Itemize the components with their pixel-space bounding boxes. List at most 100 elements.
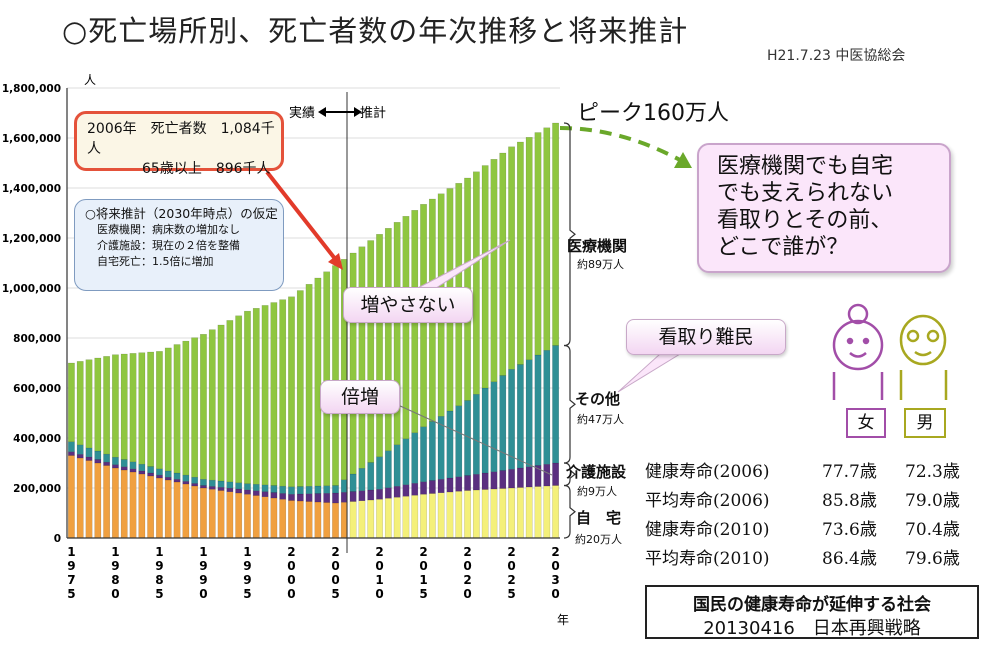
bar-segment <box>472 474 480 491</box>
bar-segment <box>103 356 110 455</box>
assumption-home: 自宅死亡：1.5倍に増加 <box>97 255 214 268</box>
bar-segment <box>446 410 454 479</box>
bar-segment <box>217 487 225 491</box>
bar-segment <box>191 337 199 478</box>
bar-segment <box>305 284 313 487</box>
x-tick-label: 1 <box>155 545 163 559</box>
bar-segment <box>288 500 295 539</box>
bar-segment <box>517 487 524 539</box>
bar-segment <box>85 359 93 449</box>
footer-line1: 国民の健康寿命が延伸する社会 <box>693 595 931 615</box>
x-tick-label: 5 <box>155 587 163 601</box>
category-care-label: 介護施設 <box>566 463 627 481</box>
y-tick-label: 800,000 <box>13 333 61 345</box>
bar-segment <box>411 495 419 539</box>
bar-segment <box>437 492 445 539</box>
bar-segment <box>490 488 498 539</box>
bar-segment <box>120 353 128 460</box>
bar-segment <box>314 501 322 539</box>
brace <box>563 122 576 347</box>
bar-segment <box>305 486 313 494</box>
x-tick-label: 8 <box>155 573 163 587</box>
bar-segment <box>393 486 401 498</box>
callout-line-3: 看取りとその前、 <box>717 208 893 233</box>
bar-segment <box>208 329 216 481</box>
projection-assumptions-box: ○将来推計（2030年時点）の仮定 医療機関：病床数の増加なし 介護施設：現在の… <box>74 199 284 291</box>
bar-segment <box>208 489 216 539</box>
bar-segment <box>411 483 419 496</box>
bar-segment <box>94 459 102 464</box>
bar-segment <box>332 485 339 494</box>
bar-segment <box>481 472 489 490</box>
bar-segment <box>129 461 137 470</box>
chart-bars <box>68 122 559 539</box>
bar-segment <box>472 394 480 475</box>
bar-segment <box>164 470 172 478</box>
bar-segment <box>534 354 542 466</box>
category-home-label: 自 宅 <box>576 509 622 527</box>
bar-segment <box>252 495 260 539</box>
bar-segment <box>261 496 269 539</box>
bar-segment <box>85 460 93 539</box>
bar-segment <box>349 491 357 502</box>
bar-segment <box>279 485 287 494</box>
bar-segment <box>208 479 216 487</box>
x-tick-label: 2 <box>463 573 471 587</box>
bar-segment <box>455 476 463 492</box>
bar-segment <box>296 290 304 487</box>
bar-segment <box>332 265 339 486</box>
box-2006-deaths: 2006年 死亡者数 1,084千人 65歳以上 896千人 <box>74 111 284 177</box>
bar-segment <box>244 483 251 491</box>
bar-segment <box>68 455 75 539</box>
bar-segment <box>552 345 559 464</box>
bar-segment <box>499 152 507 376</box>
life-row-female: 77.7歳 <box>822 462 877 482</box>
bar-segment <box>446 477 454 493</box>
life-row-male: 79.0歳 <box>905 491 960 511</box>
bar-segment <box>534 486 542 539</box>
bar-segment <box>76 457 84 539</box>
bar-segment <box>252 484 260 491</box>
bar-segment <box>552 485 559 539</box>
x-tick-label: 2 <box>463 545 471 559</box>
bar-segment <box>428 493 436 539</box>
bar-segment <box>156 468 163 476</box>
bar-segment <box>517 141 524 365</box>
x-tick-label: 9 <box>67 559 75 573</box>
bar-segment <box>323 271 331 486</box>
life-row-label: 平均寿命(2010) <box>645 549 770 569</box>
life-row-label: 健康寿命(2010) <box>645 520 770 540</box>
bar-segment <box>244 489 251 495</box>
bar-segment <box>200 487 207 539</box>
bar-segment <box>402 438 410 485</box>
x-tick-label: 5 <box>507 587 515 601</box>
x-tick-label: 9 <box>243 559 251 573</box>
life-row-label: 平均寿命(2006) <box>645 491 770 511</box>
bar-segment <box>525 137 533 360</box>
x-tick-label: 0 <box>111 587 119 601</box>
projection-label: 推計 <box>360 105 386 121</box>
bar-segment <box>384 450 392 488</box>
bar-segment <box>138 463 146 472</box>
bar-segment <box>173 344 181 474</box>
bar-segment <box>235 492 243 539</box>
bar-segment <box>208 486 216 490</box>
bar-segment <box>296 486 304 495</box>
bar-segment <box>411 432 419 484</box>
male-label: 男 <box>904 408 946 438</box>
bar-segment <box>235 488 243 494</box>
bar-segment <box>226 487 234 492</box>
bar-segment <box>112 456 119 465</box>
bar-segment <box>173 479 181 483</box>
bar-segment <box>420 481 427 495</box>
x-tick-label: 1 <box>243 545 251 559</box>
x-tick-label: 1 <box>199 545 207 559</box>
bar-segment <box>358 500 366 539</box>
bar-segment <box>279 299 287 487</box>
bar-segment <box>314 493 322 503</box>
bar-segment <box>402 496 410 539</box>
x-tick-label: 0 <box>463 587 471 601</box>
bar-segment <box>164 347 172 472</box>
bar-segment <box>261 484 269 492</box>
y-tick-label: 0 <box>54 533 61 545</box>
